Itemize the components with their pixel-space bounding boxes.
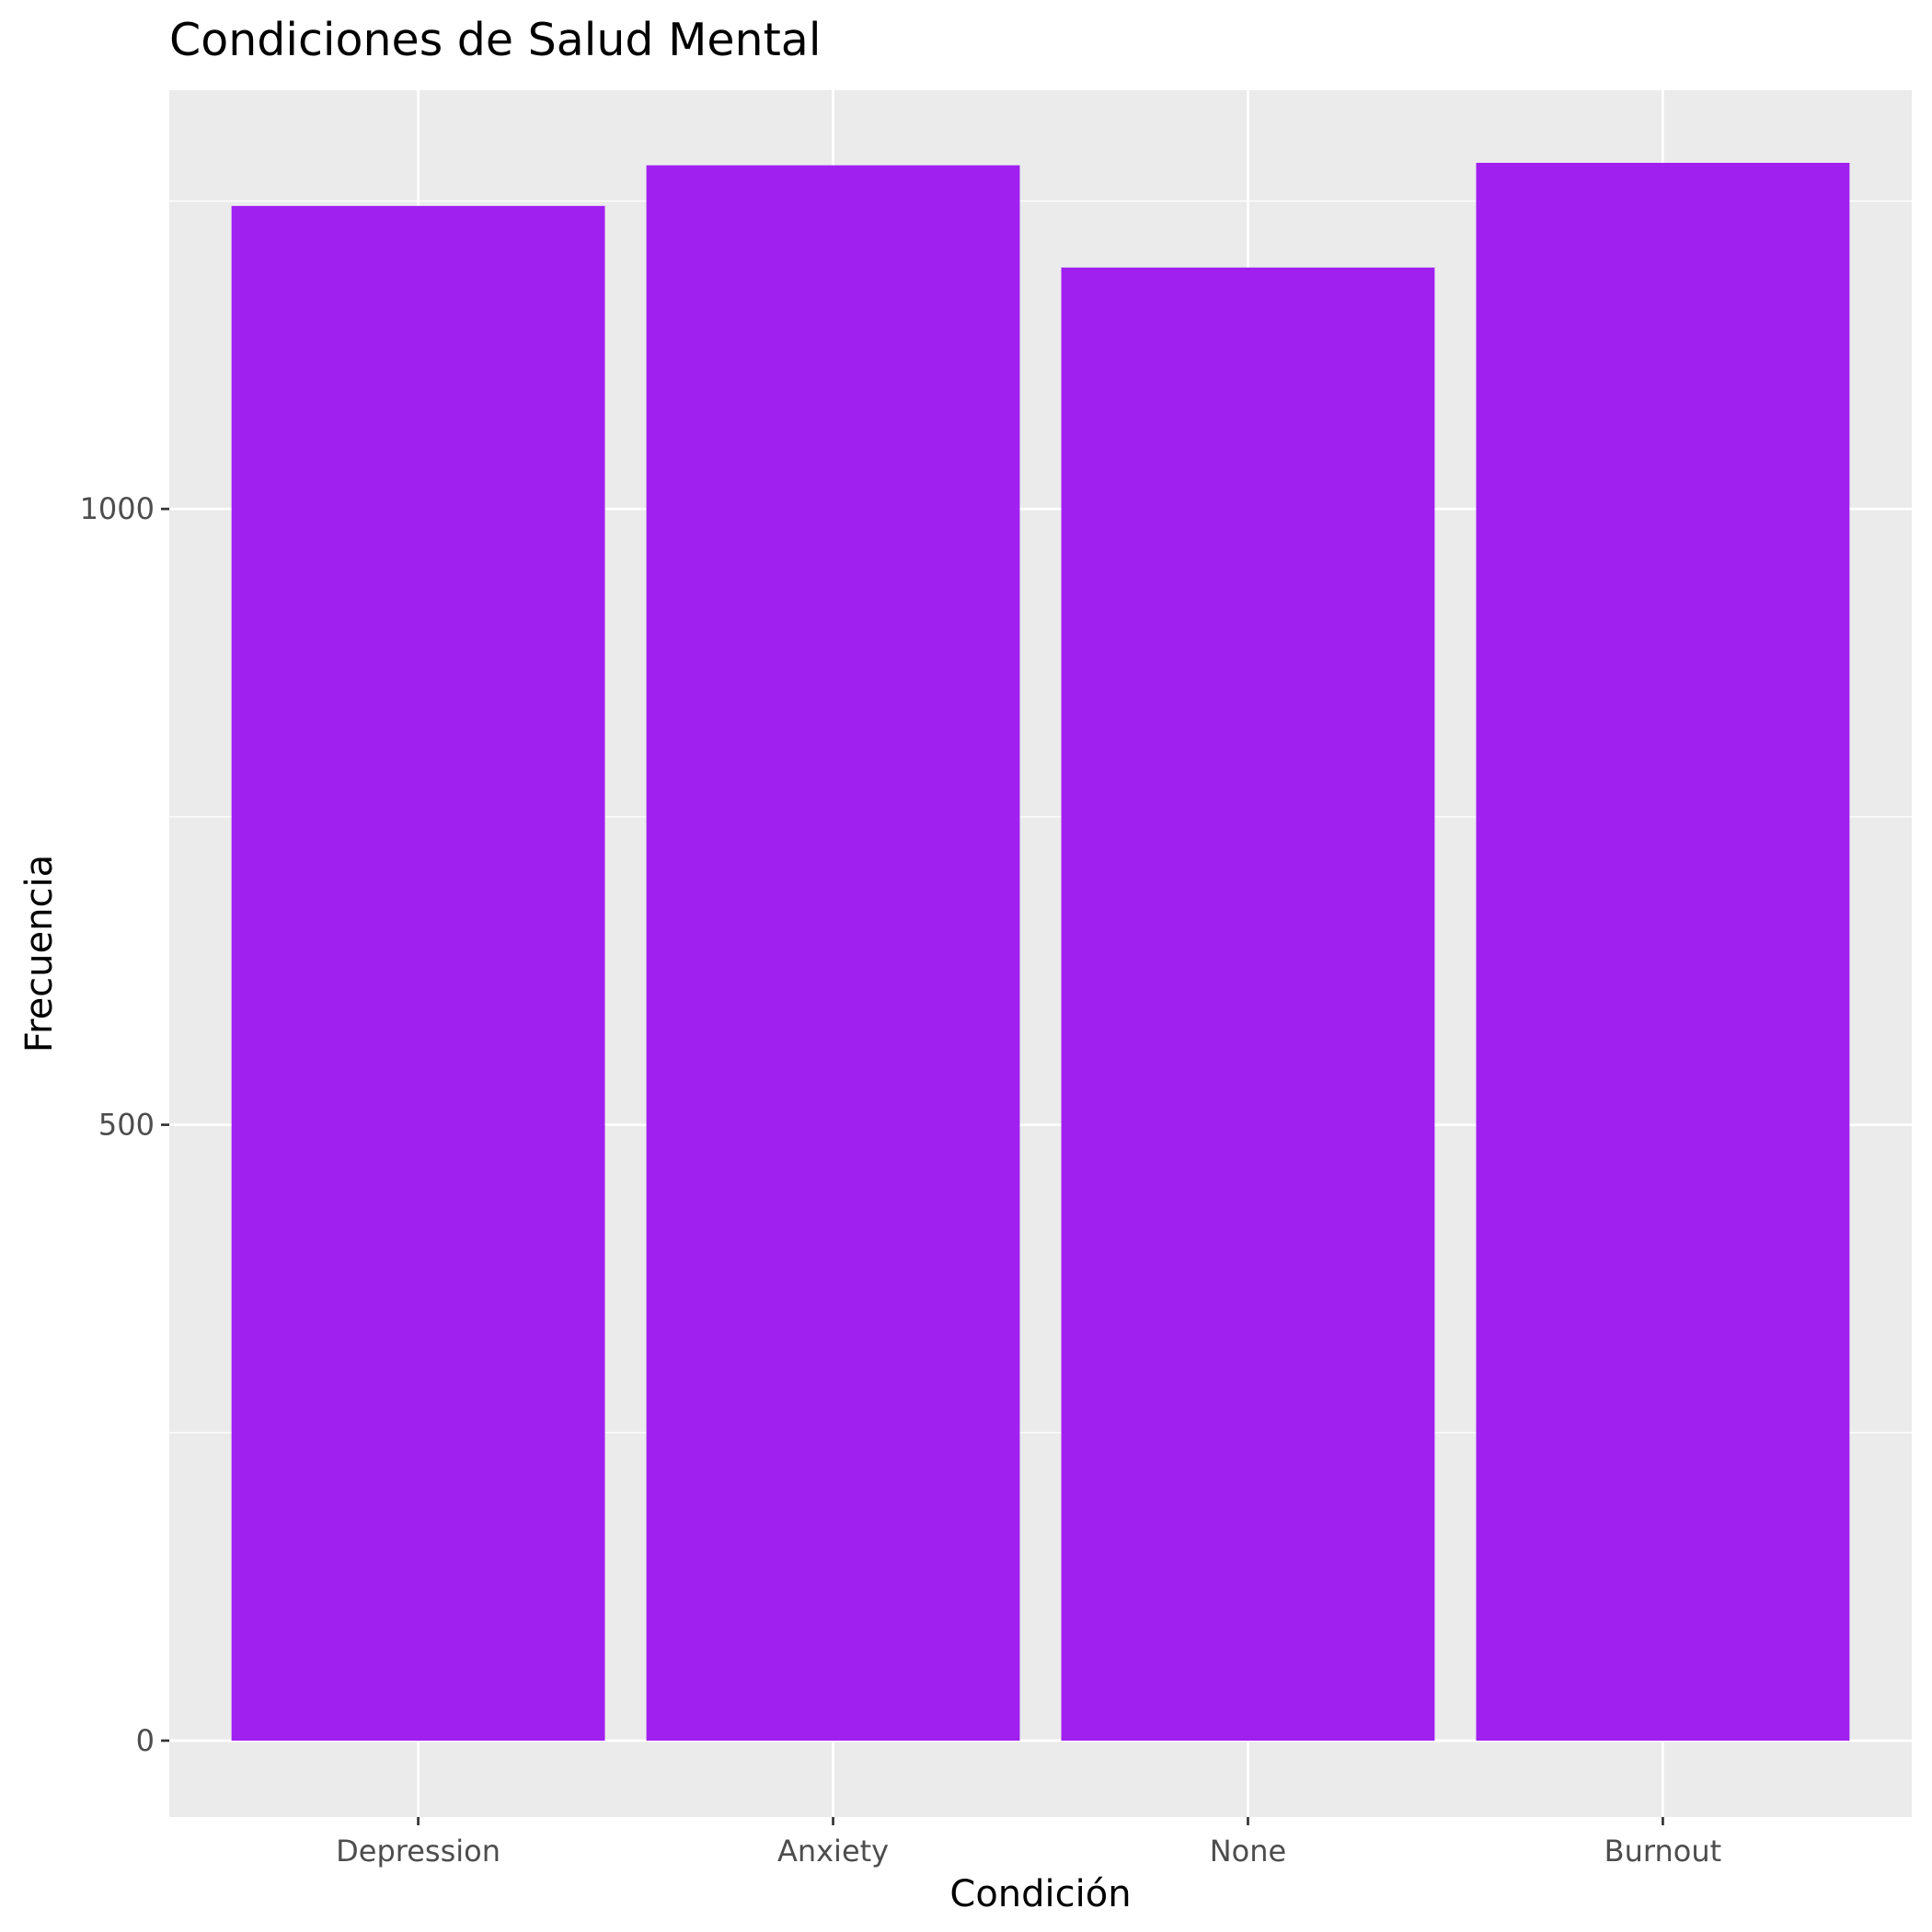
chart-title: Condiciones de Salud Mental xyxy=(169,14,821,66)
bar-none xyxy=(1061,267,1435,1741)
y-axis: 0 500 1000 xyxy=(80,491,169,1758)
x-axis-title: Condición xyxy=(949,1873,1131,1915)
bar-depression xyxy=(231,205,605,1741)
x-axis: Depression Anxiety None Burnout xyxy=(336,1817,1721,1869)
y-axis-title: Frecuencia xyxy=(18,855,61,1052)
bars xyxy=(231,162,1850,1741)
x-tick-label: Burnout xyxy=(1604,1834,1722,1869)
y-tick-label: 500 xyxy=(98,1108,155,1143)
x-tick-label: None xyxy=(1210,1834,1286,1869)
y-tick-label: 1000 xyxy=(80,491,155,526)
bar-burnout xyxy=(1476,162,1850,1741)
y-tick-label: 0 xyxy=(136,1723,155,1758)
bar-anxiety xyxy=(646,165,1020,1741)
x-tick-label: Anxiety xyxy=(777,1834,889,1869)
x-tick-label: Depression xyxy=(336,1834,500,1869)
